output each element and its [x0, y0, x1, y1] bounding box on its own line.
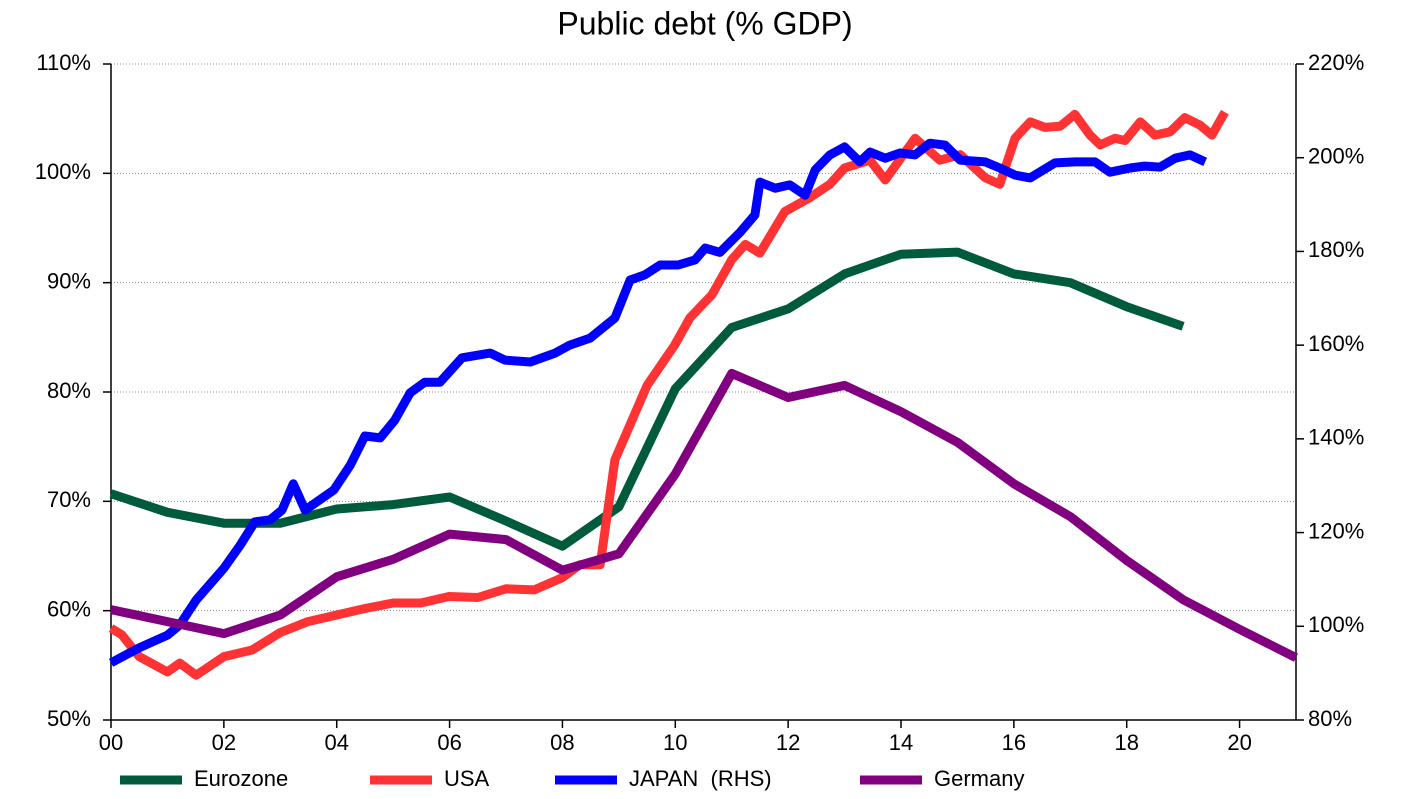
y2-tick-label: 220%	[1308, 50, 1364, 75]
legend-label: Eurozone	[194, 766, 288, 791]
y-tick-label: 110%	[36, 50, 91, 75]
y2-tick-label: 160%	[1308, 331, 1364, 356]
x-tick-label: 00	[99, 730, 123, 755]
x-tick-label: 12	[776, 730, 800, 755]
x-tick-label: 04	[324, 730, 348, 755]
x-tick-label: 08	[550, 730, 574, 755]
y-tick-label: 70%	[47, 487, 91, 512]
y-tick-label: 100%	[35, 159, 91, 184]
y-tick-label: 80%	[47, 378, 91, 403]
x-tick-label: 20	[1227, 730, 1251, 755]
x-tick-label: 10	[663, 730, 687, 755]
series-line	[110, 368, 1299, 662]
x-tick-label: 06	[437, 730, 461, 755]
y-tick-label: 60%	[47, 596, 91, 621]
y-tick-label: 90%	[47, 268, 91, 293]
y2-tick-label: 140%	[1308, 425, 1364, 450]
legend-label: JAPAN (RHS)	[629, 766, 772, 791]
y2-tick-label: 80%	[1308, 706, 1352, 731]
y2-tick-label: 120%	[1308, 518, 1364, 543]
legend-label: USA	[444, 766, 490, 791]
x-tick-label: 16	[1002, 730, 1026, 755]
y2-tick-label: 180%	[1308, 237, 1364, 262]
series-line	[108, 138, 1208, 667]
x-tick-label: 02	[212, 730, 236, 755]
series-line	[108, 109, 1229, 680]
chart-title: Public debt (% GDP)	[557, 5, 852, 41]
y2-tick-label: 200%	[1308, 144, 1364, 169]
series-line	[109, 247, 1185, 551]
x-tick-label: 18	[1114, 730, 1138, 755]
x-tick-label: 14	[889, 730, 913, 755]
legend-label: Germany	[934, 766, 1024, 791]
y-tick-label: 50%	[47, 706, 91, 731]
y2-tick-label: 100%	[1308, 612, 1364, 637]
